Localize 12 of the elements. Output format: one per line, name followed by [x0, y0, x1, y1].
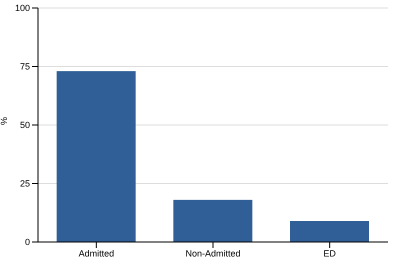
y-tick-label: 50 — [20, 120, 30, 130]
bar — [290, 220, 369, 242]
x-tick-label: Admitted — [78, 248, 114, 258]
bar — [173, 200, 252, 242]
x-tick-label: ED — [323, 248, 336, 258]
y-tick-label: 25 — [20, 178, 30, 189]
y-tick-label: 100 — [14, 3, 30, 14]
y-tick-label: 75 — [20, 62, 30, 72]
bar — [56, 71, 136, 242]
y-tick-label: 0 — [24, 237, 30, 248]
y-axis-title: % — [0, 116, 10, 125]
x-tick-label: Non-Admitted — [185, 248, 241, 258]
